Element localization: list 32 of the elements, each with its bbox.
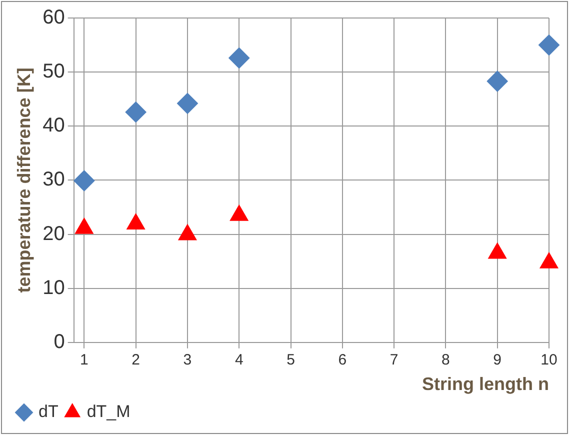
x-tick-label: 8 (442, 352, 450, 369)
point (176, 92, 198, 114)
point (540, 252, 558, 268)
x-tick-label: 1 (80, 352, 88, 369)
point (75, 218, 94, 234)
point (488, 242, 507, 259)
point (126, 213, 145, 230)
point (230, 204, 248, 221)
point (125, 102, 146, 123)
point (486, 70, 508, 92)
y-tick-label: 30 (42, 168, 65, 191)
x-tick-label: 6 (338, 352, 347, 369)
y-tick-label: 20 (42, 222, 65, 245)
x-tick-label: 7 (390, 352, 398, 369)
y-tick-label: 50 (42, 60, 65, 83)
legend-label: dT_M (86, 402, 130, 422)
point (228, 48, 250, 69)
legend-label: dT (38, 402, 58, 422)
y-tick-label: 10 (42, 276, 65, 299)
x-tick-label: 5 (286, 352, 295, 369)
y-axis-title: temperature difference [K] (14, 68, 34, 293)
point (538, 34, 560, 56)
x-tick-label: 10 (540, 352, 558, 369)
y-tick-label: 40 (42, 114, 65, 137)
x-tick-label: 9 (493, 352, 502, 369)
y-tick-label: 0 (54, 330, 65, 353)
point (178, 224, 197, 240)
y-tick-label: 60 (42, 6, 65, 29)
x-tick-label: 4 (234, 352, 244, 369)
x-tick-label: 2 (132, 352, 140, 369)
x-axis-title: String length n (422, 374, 549, 394)
x-tick-label: 3 (183, 352, 192, 369)
